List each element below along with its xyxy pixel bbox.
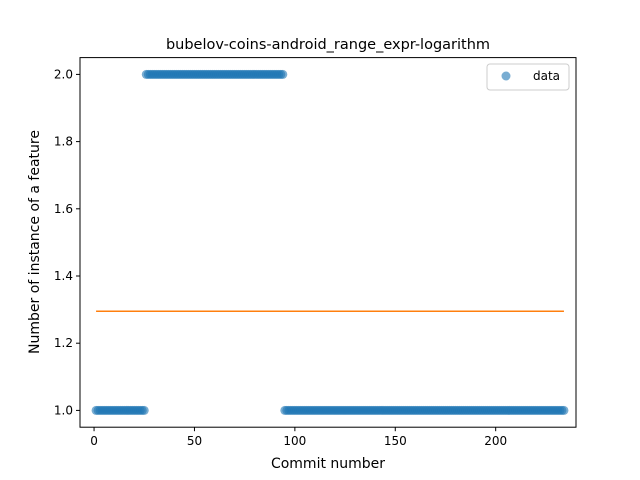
plot-area [80,58,576,428]
data-point [140,406,149,415]
x-tick-label: 50 [187,434,202,448]
data-point [559,406,568,415]
legend-marker [502,72,511,81]
y-tick-label: 1.4 [54,269,73,283]
legend: data [487,64,569,90]
scatter-points [92,70,569,415]
x-tick-label: 200 [484,434,507,448]
y-tick-label: 1.0 [54,403,73,417]
x-tick-label: 150 [384,434,407,448]
y-tick-label: 2.0 [54,67,73,81]
x-axis-ticks: 0 50 100 150 200 [90,427,507,448]
y-tick-label: 1.2 [54,336,73,350]
y-tick-label: 1.8 [54,135,73,149]
y-axis-label: Number of instance of a feature [27,130,43,354]
x-tick-label: 100 [283,434,306,448]
x-axis-label: Commit number [271,456,385,472]
x-tick-label: 0 [90,434,98,448]
y-tick-label: 1.6 [54,202,73,216]
y-axis-ticks: 1.0 1.2 1.4 1.6 1.8 2.0 [54,67,80,417]
chart-title: bubelov-coins-android_range_expr-logarit… [166,37,490,53]
legend-label: data [533,69,560,83]
data-point [278,70,287,79]
